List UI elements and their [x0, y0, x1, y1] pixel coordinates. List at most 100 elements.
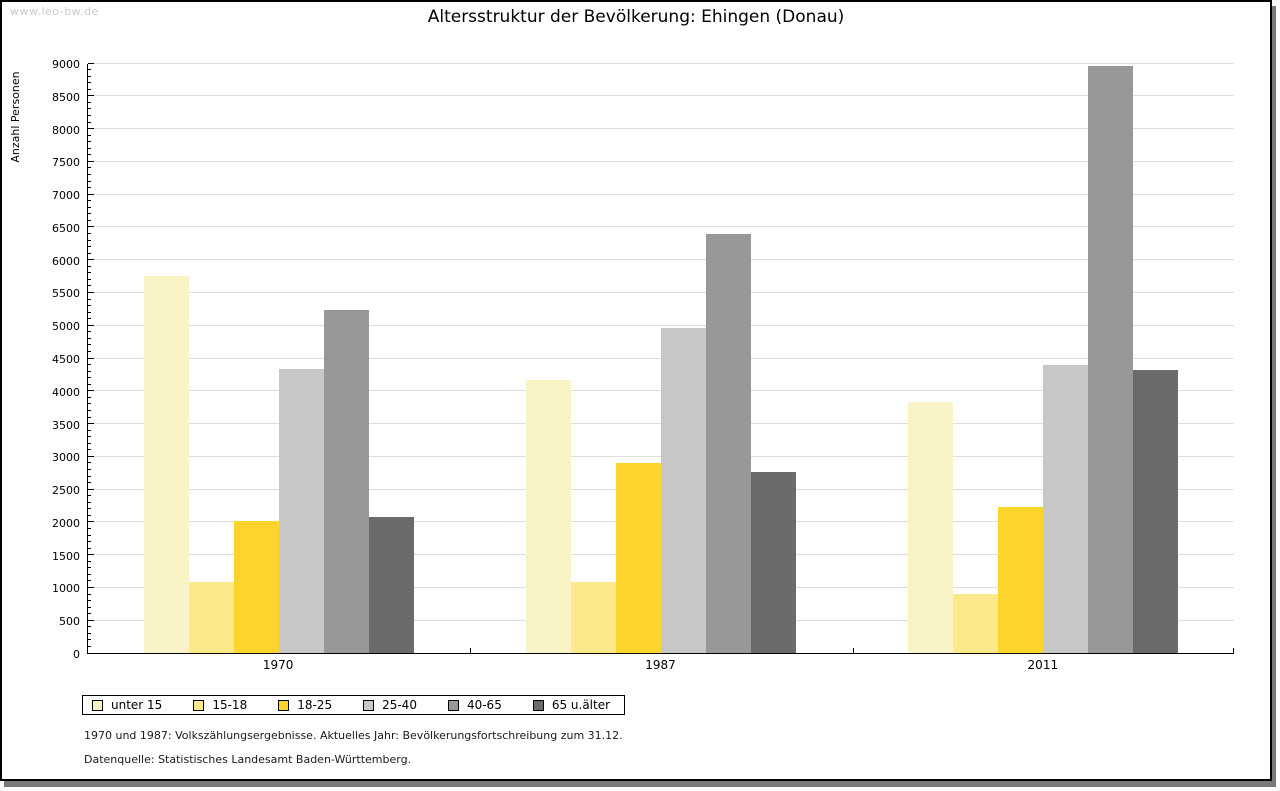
y-tick-minor-2900 [88, 462, 91, 464]
y-tick-major-2500 [88, 488, 94, 490]
y-tick-minor-7200 [88, 180, 91, 182]
legend-label-25-40: 25-40 [382, 698, 417, 712]
bar-group-1987 [470, 64, 852, 653]
y-tick-label-500: 500 [59, 615, 80, 629]
y-tick-minor-2800 [88, 468, 91, 470]
legend-swatch-unter-15 [92, 699, 103, 711]
legend-swatch-65-u-lter [532, 699, 544, 711]
bar-2011-18-25 [998, 507, 1043, 653]
y-tick-minor-7100 [88, 187, 91, 189]
y-tick-minor-3800 [88, 403, 91, 405]
y-tick-minor-2200 [88, 508, 91, 510]
y-tick-minor-1400 [88, 560, 91, 562]
y-tick-minor-5300 [88, 305, 91, 307]
y-tick-label-9000: 9000 [52, 58, 80, 71]
y-tick-label-6500: 6500 [52, 221, 80, 235]
x-tick-end [1233, 648, 1234, 653]
footnote-methodology: 1970 und 1987: Volkszählungsergebnisse. … [84, 729, 623, 742]
y-tick-minor-6800 [88, 206, 91, 208]
legend-label-40-65: 40-65 [466, 698, 502, 712]
y-tick-minor-4600 [88, 350, 91, 352]
bar-group-1970 [88, 64, 470, 653]
bar-1970-unter-15 [144, 276, 189, 653]
legend-label-unter-15: unter 15 [111, 698, 163, 712]
y-tick-minor-100 [88, 645, 91, 647]
x-category-labels: 1970 1987 2011 [87, 658, 1234, 672]
gridline-7500 [88, 160, 1234, 162]
legend-swatch-18-25 [278, 699, 290, 711]
gridline-5000 [88, 324, 1234, 326]
y-tick-minor-8700 [88, 82, 91, 84]
x-category-label-2011: 2011 [1027, 658, 1059, 672]
legend-item-18-25: 18-25 [278, 698, 332, 712]
y-tick-minor-2600 [88, 482, 91, 484]
y-tick-minor-2700 [88, 475, 91, 477]
y-tick-major-7500 [88, 160, 94, 162]
legend-item-25-40: 25-40 [363, 698, 417, 712]
gridline-9000 [88, 62, 1234, 64]
plot-area [87, 62, 1234, 654]
bar-1987-unter-15 [526, 380, 571, 653]
y-tick-minor-700 [88, 606, 91, 608]
y-tick-major-1000 [88, 586, 94, 588]
y-tick-label-2500: 2500 [52, 484, 80, 498]
legend: unter 15 15-18 18-25 25-40 40-65 65 u.älter [82, 695, 626, 715]
y-tick-minor-8200 [88, 114, 91, 116]
y-tick-minor-8600 [88, 88, 91, 90]
y-tick-label-0: 0 [73, 648, 80, 661]
y-tick-minor-6400 [88, 232, 91, 234]
y-tick-label-7500: 7500 [52, 156, 80, 170]
y-axis-title: Anzahl Personen [9, 71, 22, 163]
y-tick-minor-8300 [88, 108, 91, 110]
legend-swatch-15-18 [193, 699, 205, 711]
y-tick-minor-6700 [88, 213, 91, 215]
gridline-8000 [88, 128, 1234, 130]
y-tick-major-3500 [88, 423, 94, 425]
y-tick-minor-400 [88, 626, 91, 628]
y-tick-minor-2300 [88, 501, 91, 503]
y-tick-minor-1800 [88, 534, 91, 536]
gridline-8500 [88, 95, 1234, 97]
bar-2011-unter-15 [908, 402, 953, 653]
x-category-label-1987: 1987 [645, 658, 676, 672]
y-tick-major-3000 [88, 455, 94, 457]
y-tick-minor-200 [88, 639, 91, 641]
x-tick-separator-1 [470, 648, 472, 653]
bars-layer [88, 64, 1234, 653]
bar-2011-65-u-lter [1133, 370, 1178, 653]
y-tick-minor-4200 [88, 377, 91, 379]
legend-swatch-40-65 [447, 699, 459, 711]
y-tick-label-4500: 4500 [52, 353, 80, 366]
bar-2011-40-65 [1088, 66, 1133, 653]
y-tick-minor-4300 [88, 370, 91, 372]
y-tick-label-8500: 8500 [52, 90, 80, 104]
y-tick-minor-7600 [88, 154, 91, 156]
legend-label-65-u-lter: 65 u.älter [551, 698, 611, 712]
y-tick-major-6500 [88, 226, 94, 228]
y-tick-minor-5800 [88, 272, 91, 274]
watermark: www.leo-bw.de [10, 5, 99, 18]
y-tick-minor-6200 [88, 246, 91, 248]
bar-1970-25-40 [279, 369, 324, 653]
legend-label-15-18: 15-18 [212, 698, 248, 712]
bar-2011-25-40 [1043, 365, 1088, 653]
y-tick-minor-5200 [88, 311, 91, 313]
bar-1987-25-40 [661, 328, 706, 653]
x-tick-separator-2 [852, 648, 854, 653]
bar-group-2011 [852, 64, 1234, 653]
y-tick-minor-3400 [88, 429, 91, 431]
bar-1987-18-25 [616, 463, 661, 653]
y-tick-minor-1900 [88, 527, 91, 529]
y-tick-major-7000 [88, 193, 94, 195]
y-tick-minor-7400 [88, 167, 91, 169]
y-tick-label-4000: 4000 [52, 385, 80, 399]
y-tick-label-5000: 5000 [52, 320, 80, 334]
y-tick-minor-5700 [88, 278, 91, 280]
bar-1970-18-25 [234, 521, 279, 653]
y-tick-minor-4700 [88, 344, 91, 346]
y-tick-label-3500: 3500 [52, 418, 80, 432]
y-tick-minor-1100 [88, 580, 91, 582]
gridline-7000 [88, 193, 1234, 195]
footnote-source: Datenquelle: Statistisches Landesamt Bad… [84, 753, 412, 766]
chart-title: Altersstruktur der Bevölkerung: Ehingen … [427, 7, 845, 27]
